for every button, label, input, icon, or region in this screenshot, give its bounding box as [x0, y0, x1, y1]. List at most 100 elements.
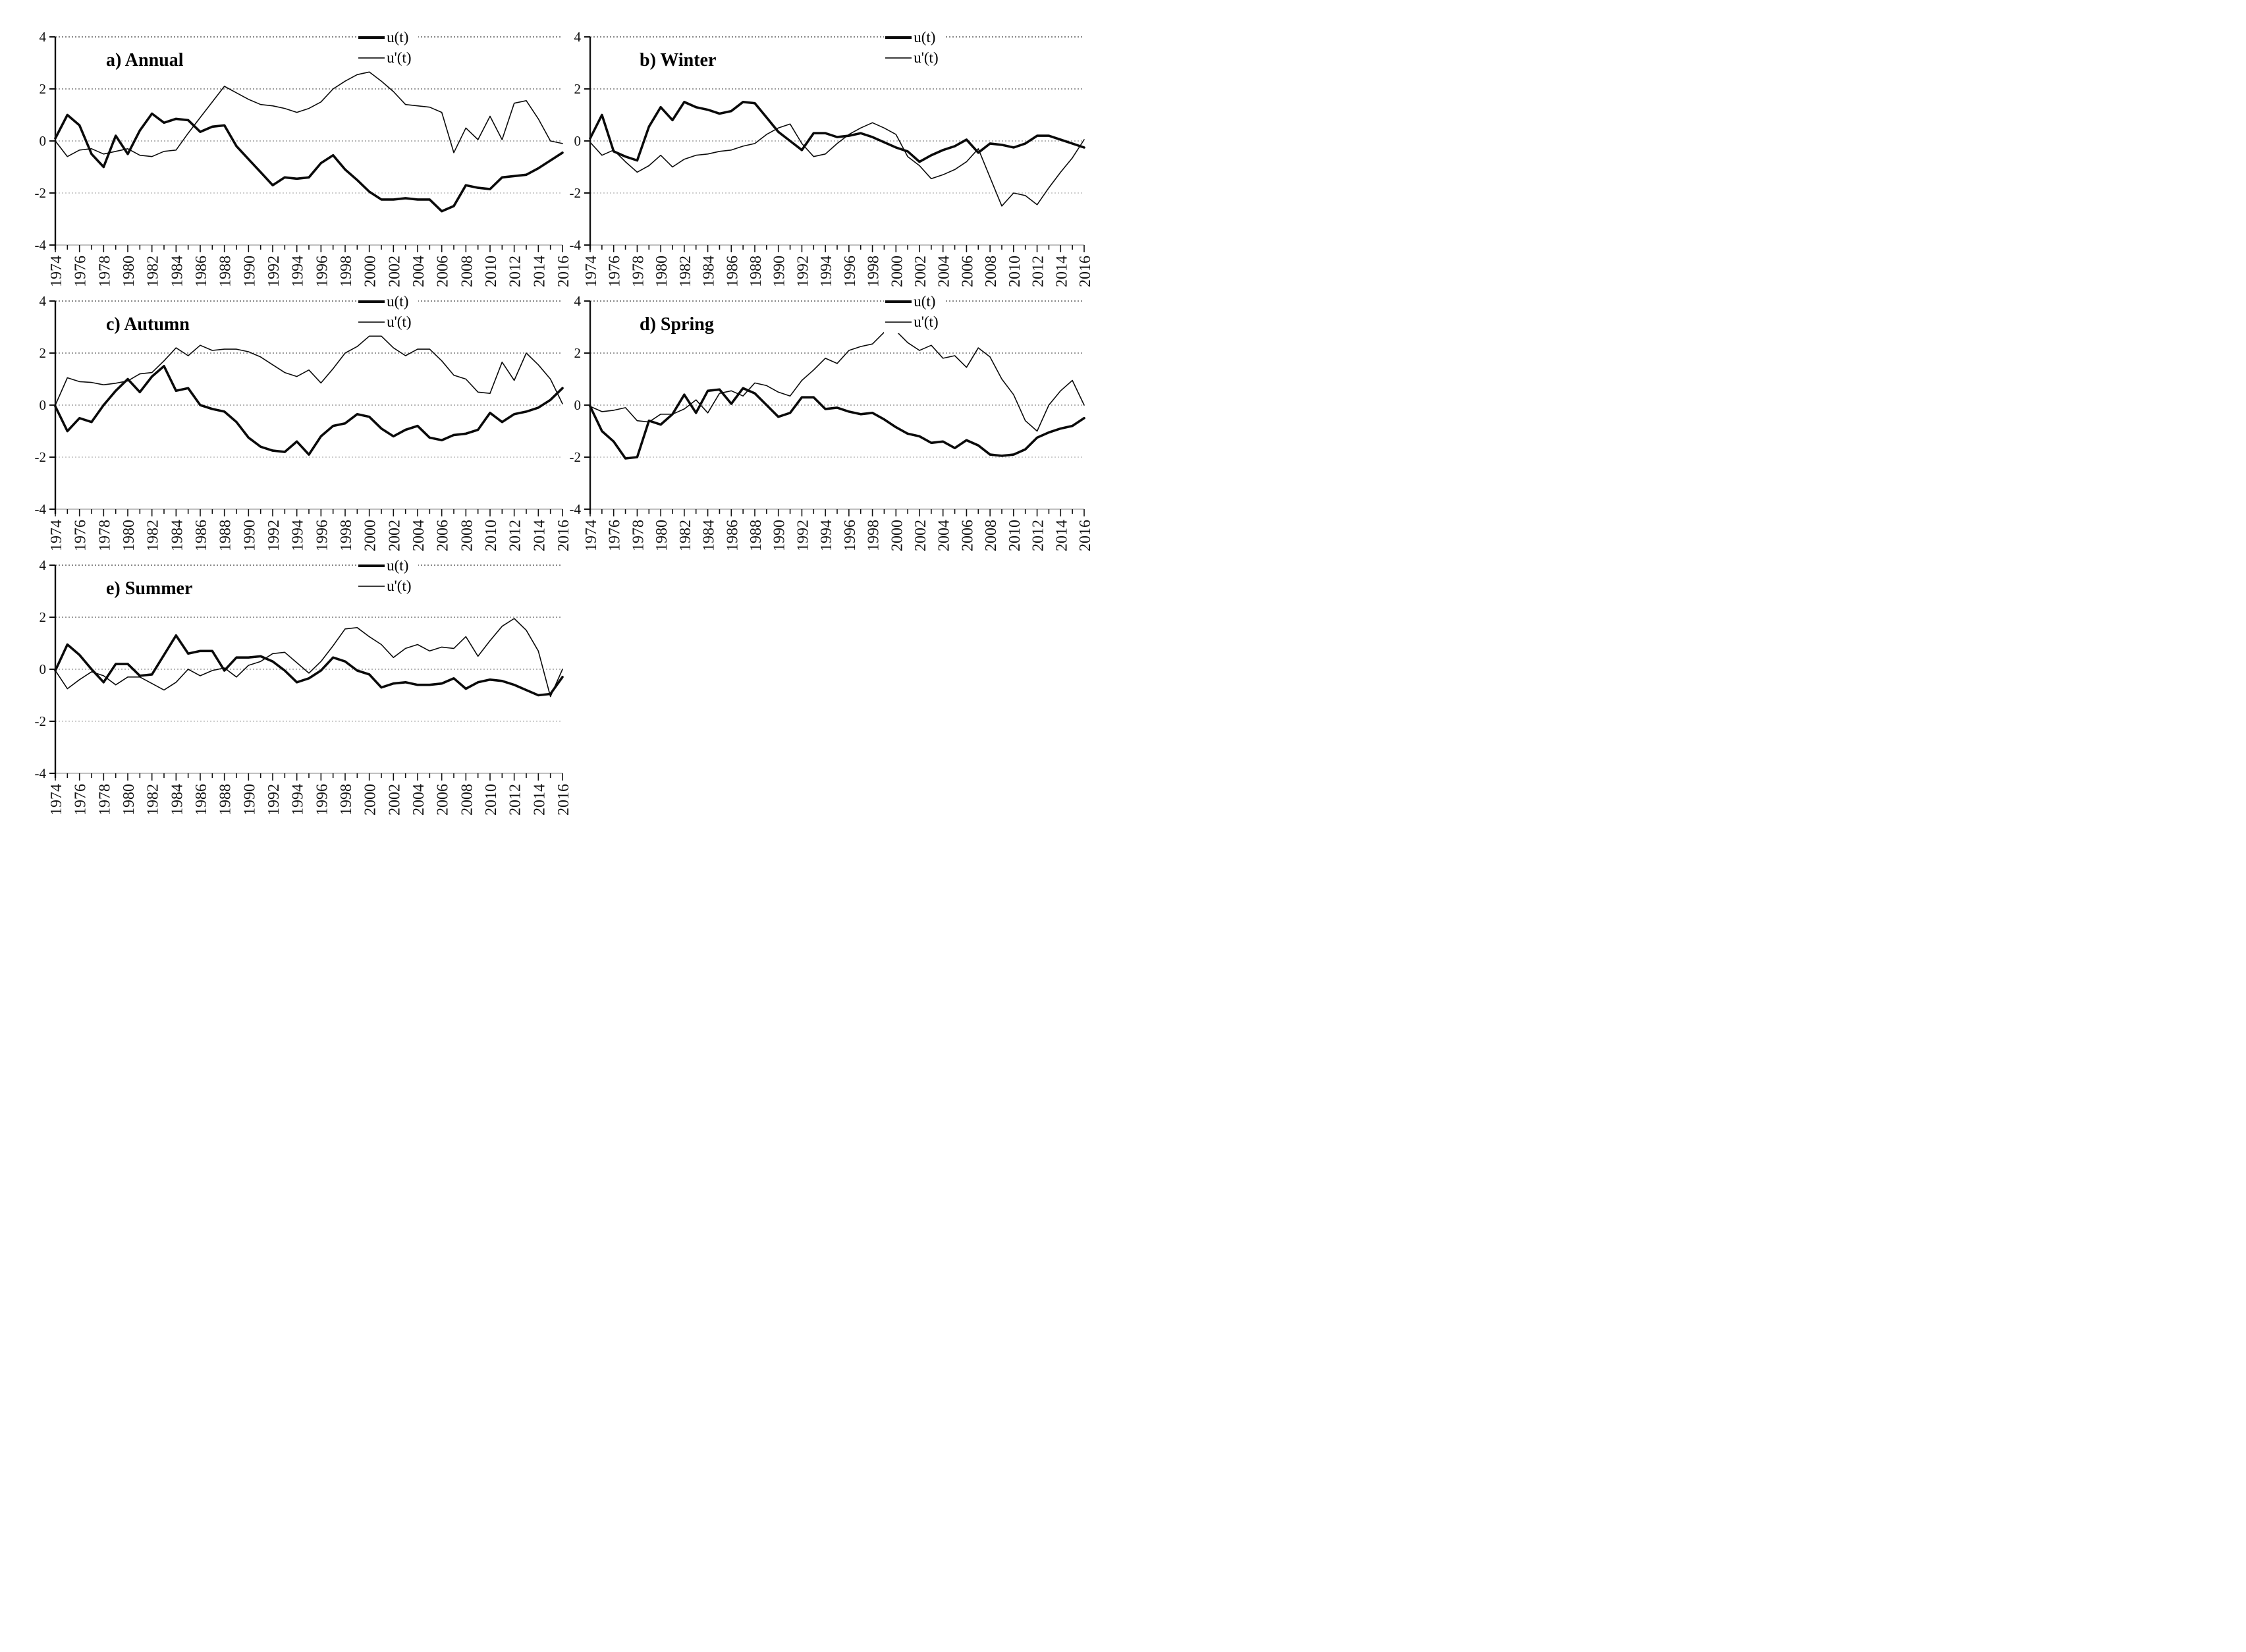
x-tick-label: 1976	[72, 784, 90, 815]
panel-spring: 4 2 0 -2 -4 1974 1976 1978 1980 1982 1984 1986 1988 1…	[535, 288, 1104, 561]
legend-label-ut: u(t)	[387, 293, 409, 310]
x-tick-label: 2012	[1030, 520, 1047, 551]
legend-line-uprime	[358, 585, 385, 587]
x-tick-label: 1980	[653, 520, 671, 551]
x-tick-label: 1976	[72, 520, 90, 551]
x-tick-label: 2012	[507, 256, 524, 287]
x-tick-label: 2000	[362, 520, 379, 551]
legend-item-uprime: u'(t)	[358, 312, 412, 332]
x-tick-label: 2006	[435, 256, 452, 287]
y-tick-label: -4	[35, 765, 47, 781]
x-tick-label: 1982	[677, 520, 694, 551]
x-tick-label: 1974	[48, 520, 65, 551]
panel-title: a) Annual	[106, 50, 184, 70]
series-uprime-line	[589, 122, 1085, 207]
x-tick-label: 2016	[555, 784, 572, 815]
x-tick-label: 1996	[314, 784, 331, 815]
x-tick-label: 2000	[362, 784, 379, 815]
x-tick-label: 1982	[677, 256, 694, 287]
x-tick-label: 1996	[842, 256, 859, 287]
x-tick-label: 1980	[121, 520, 138, 551]
legend-label-ut: u(t)	[914, 293, 936, 310]
panel-title: c) Autumn	[106, 314, 190, 335]
legend-item-uprime: u'(t)	[358, 47, 412, 68]
legend-label-uprime: u'(t)	[914, 49, 939, 66]
x-tick-label: 2010	[1006, 520, 1024, 551]
x-tick-label: 1988	[217, 784, 234, 815]
x-tick-label: 1986	[193, 784, 210, 815]
y-tick-label: 0	[40, 397, 47, 413]
legend-line-uprime	[885, 57, 912, 59]
legend-line-ut	[885, 300, 912, 303]
x-tick-label: 1984	[169, 520, 186, 551]
legend: u(t) u'(t)	[884, 291, 945, 333]
legend-item-ut: u(t)	[885, 27, 938, 47]
x-tick-label: 1996	[314, 256, 331, 287]
x-tick-label: 1990	[771, 256, 788, 287]
legend: u(t) u'(t)	[357, 291, 418, 333]
y-tick-label: 2	[574, 81, 582, 97]
x-tick-label: 1980	[653, 256, 671, 287]
x-tick-label: 1990	[241, 784, 258, 815]
panel-title: e) Summer	[106, 578, 193, 599]
x-tick-label: 1986	[193, 520, 210, 551]
y-tick-label: -2	[35, 449, 47, 465]
legend-item-ut: u(t)	[358, 555, 411, 576]
x-tick-label: 2010	[483, 784, 500, 815]
x-tick-label: 2004	[936, 520, 953, 551]
x-tick-label: 1974	[583, 520, 600, 551]
legend-label-ut: u(t)	[914, 29, 936, 45]
panel-title: b) Winter	[640, 50, 717, 70]
x-tick-label: 1984	[169, 784, 186, 815]
series-ut-line	[589, 387, 1085, 460]
legend-item-ut: u(t)	[358, 27, 411, 47]
panel-title: d) Spring	[640, 314, 714, 335]
legend-label-ut: u(t)	[387, 557, 409, 574]
x-tick-label: 1992	[265, 784, 283, 815]
x-tick-label: 2006	[435, 784, 452, 815]
y-tick-label: 4	[40, 557, 47, 573]
y-tick-label: 4	[574, 29, 582, 45]
x-tick-label: 1978	[96, 520, 113, 551]
legend-item-ut: u(t)	[885, 291, 938, 312]
y-tick-label: 4	[40, 29, 47, 45]
x-tick-label: 1976	[607, 520, 624, 551]
x-tick-label: 1992	[794, 520, 811, 551]
legend-line-uprime	[885, 321, 912, 323]
y-tick-label: -2	[35, 713, 47, 729]
x-tick-label: 1982	[145, 256, 162, 287]
x-tick-label: 2006	[959, 256, 976, 287]
x-tick-label: 1974	[583, 256, 600, 287]
x-tick-label: 2010	[483, 520, 500, 551]
legend-item-uprime: u'(t)	[358, 576, 412, 596]
panel-summer: 4 2 0 -2 -4 1974 1976 1978 1980 1982 1984 1986 1988 1…	[0, 552, 580, 825]
x-tick-label: 1990	[241, 520, 258, 551]
legend-line-ut	[358, 36, 385, 39]
x-tick-label: 1986	[724, 256, 741, 287]
x-tick-label: 2016	[1077, 520, 1094, 551]
y-tick-label: 2	[40, 345, 47, 361]
x-tick-label: 1998	[338, 256, 355, 287]
legend-item-uprime: u'(t)	[885, 47, 939, 68]
panel-autumn: 4 2 0 -2 -4 1974 1976 1978 1980 1982 1984 1986 1988 1…	[0, 288, 580, 561]
x-tick-label: 1982	[145, 520, 162, 551]
x-tick-label: 1980	[121, 256, 138, 287]
x-tick-label: 1994	[290, 520, 307, 551]
x-tick-label: 2008	[458, 520, 476, 551]
legend-line-uprime	[358, 321, 385, 323]
x-tick-label: 2008	[983, 256, 1000, 287]
y-tick-label: 4	[40, 293, 47, 309]
x-tick-label: 1978	[96, 784, 113, 815]
x-tick-label: 1974	[48, 784, 65, 815]
y-tick-label: 2	[574, 345, 582, 361]
series-uprime-line	[55, 71, 563, 157]
x-tick-label: 1996	[314, 520, 331, 551]
x-tick-label: 2004	[410, 256, 427, 287]
x-tick-label: 2006	[959, 520, 976, 551]
x-tick-label: 2010	[1006, 256, 1024, 287]
x-tick-label: 2004	[410, 520, 427, 551]
x-tick-label: 1976	[607, 256, 624, 287]
